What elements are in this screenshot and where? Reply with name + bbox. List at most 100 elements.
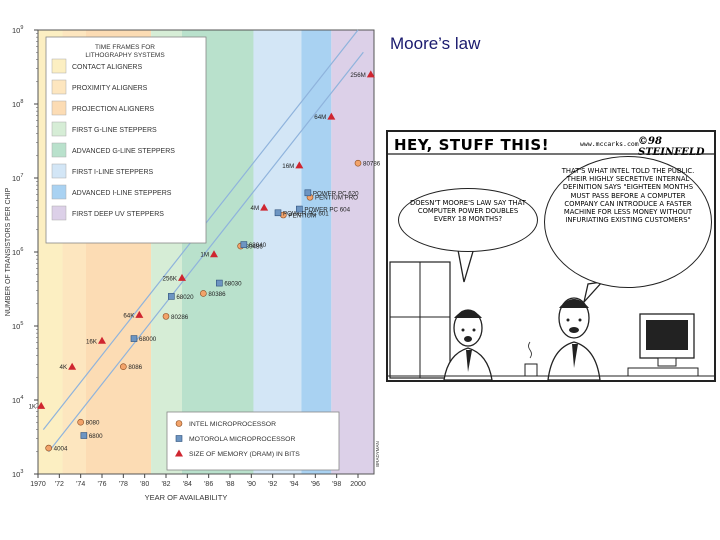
y-tick-label: 104 (12, 395, 23, 405)
x-tick-label: '72 (55, 481, 64, 488)
marker-legend-label: INTEL MICROPROCESSOR (189, 421, 276, 428)
intel-point (175, 420, 183, 427)
motorola-point (168, 293, 175, 300)
band-legend-swatch (51, 205, 67, 221)
comic-headline: HEY, STUFF THIS! (394, 136, 550, 154)
marker-legend-label: MOTOROLA MICROPROCESSOR (189, 436, 295, 443)
intel-point (120, 363, 127, 371)
data-point-label: 80786 (363, 161, 381, 168)
band-legend-label: FIRST DEEP UV STEPPERS (72, 211, 164, 218)
dram-point (37, 401, 46, 409)
x-tick-label: '80 (140, 481, 149, 488)
dram-point (175, 449, 183, 457)
motorola-point (274, 209, 282, 217)
lithography-band (331, 30, 374, 474)
intel-point (77, 418, 84, 426)
intel-point (200, 290, 207, 297)
data-point-label: 6800 (89, 433, 103, 440)
band-legend-label: PROJECTION ALIGNERS (72, 106, 154, 113)
trend-line (48, 51, 364, 453)
comic-speech-bubble-left: DOESN'T MOORE'S LAW SAY THAT COMPUTER PO… (398, 188, 538, 252)
data-point-label: 256K (163, 275, 178, 282)
band-legend-label: FIRST G-LINE STEPPERS (72, 127, 157, 134)
x-tick-label: 1970 (30, 481, 46, 488)
x-tick-label: '86 (204, 481, 213, 488)
data-point-label: POWER PC 620 (313, 190, 359, 197)
comic-speech-right-text: THAT'S WHAT INTEL TOLD THE PUBLIC. THEIR… (561, 167, 695, 225)
comic-panel: HEY, STUFF THIS! www.mccarks.com ©98 STE… (386, 130, 716, 382)
dram-point (98, 336, 106, 344)
y-tick-label: 103 (12, 469, 23, 479)
x-tick-label: '78 (119, 481, 128, 488)
dram-point (178, 273, 186, 281)
data-point-label: 80286 (171, 314, 189, 321)
dram-point (210, 250, 218, 258)
data-point-label: 1K (29, 403, 37, 410)
comic-man-left (443, 309, 493, 380)
marker-legend-box (166, 411, 340, 471)
data-point-label: 80486 (246, 244, 264, 251)
data-point-label: POWER PC 601 (283, 210, 329, 217)
y-tick-label: 106 (12, 247, 23, 257)
x-tick-label: '88 (225, 481, 234, 488)
x-tick-label: '94 (289, 481, 298, 488)
data-point-label: 1M (200, 252, 209, 259)
data-point-label: PENTIUM PRO (315, 195, 358, 202)
band-legend-title: TIME FRAMES FOR (95, 44, 155, 51)
lithography-band (253, 30, 302, 474)
x-tick-label: '92 (268, 481, 277, 488)
comic-man-right (547, 297, 601, 380)
data-point-label: 68020 (176, 294, 194, 301)
data-point-label: 4004 (54, 446, 68, 453)
data-point-label: POWER PC 604 (304, 207, 350, 214)
comic-speech-bubble-right: THAT'S WHAT INTEL TOLD THE PUBLIC. THEIR… (544, 156, 712, 288)
x-tick-label: '96 (311, 481, 320, 488)
intel-point (162, 313, 170, 320)
motorola-point (80, 432, 88, 439)
data-point-label: 64K (123, 312, 135, 319)
band-legend-swatch (51, 184, 67, 200)
comic-url: www.mccarks.com (580, 140, 639, 148)
data-point-label: 4K (60, 364, 68, 371)
data-point-label: 68000 (139, 336, 157, 343)
band-legend-label: FIRST I-LINE STEPPERS (72, 169, 153, 176)
band-legend-swatch (51, 79, 67, 95)
x-tick-label: '98 (332, 481, 341, 488)
motorola-point (296, 205, 303, 213)
data-point-label: 68030 (224, 281, 242, 288)
comic-coffee-cup-icon (524, 341, 538, 377)
motorola-point (175, 435, 183, 442)
moores-law-chart: 103 104 105 106 107 108 109 1970 '72 '74 '76 '78 '80… (0, 22, 382, 510)
data-point-label: 8080 (86, 420, 100, 427)
y-tick-label: 107 (12, 173, 23, 183)
band-legend-box (45, 36, 207, 244)
comic-bubble-tail-left (457, 247, 475, 283)
comic-computer-icon (627, 313, 699, 377)
band-legend-swatch (51, 163, 67, 179)
dram-point (135, 310, 144, 318)
data-point-label: 64M (314, 114, 326, 121)
motorola-point (216, 279, 223, 287)
intel-point (45, 444, 52, 452)
x-tick-label: '84 (183, 481, 192, 488)
comic-signature: ©98 STEINFELD (638, 136, 705, 158)
data-point-label: 256M (350, 72, 365, 79)
data-point-label: 80386 (208, 291, 226, 298)
y-axis-label: NUMBER OF TRANSISTORS PER CHIP (5, 187, 12, 316)
data-point-label: 68040 (249, 242, 267, 249)
chart-svg: 103 104 105 106 107 108 109 1970 '72 '74 '76 '78 '80… (5, 25, 381, 502)
intel-point (354, 159, 362, 167)
comic-bubble-tail-right (582, 281, 604, 305)
y-tick-label: 108 (12, 99, 23, 109)
x-tick-label: 2000 (350, 481, 366, 488)
band-legend-swatch (51, 58, 67, 74)
motorola-point (240, 241, 248, 248)
dram-point (295, 161, 304, 169)
band-legend-swatch (51, 100, 67, 116)
comic-scene (388, 153, 714, 380)
x-tick-label: '82 (161, 481, 170, 488)
x-tick-label: '90 (247, 481, 256, 488)
band-legend-swatch (51, 142, 67, 158)
x-tick-label: '74 (76, 481, 85, 488)
chart-credit: BRADYMAN (375, 441, 380, 467)
